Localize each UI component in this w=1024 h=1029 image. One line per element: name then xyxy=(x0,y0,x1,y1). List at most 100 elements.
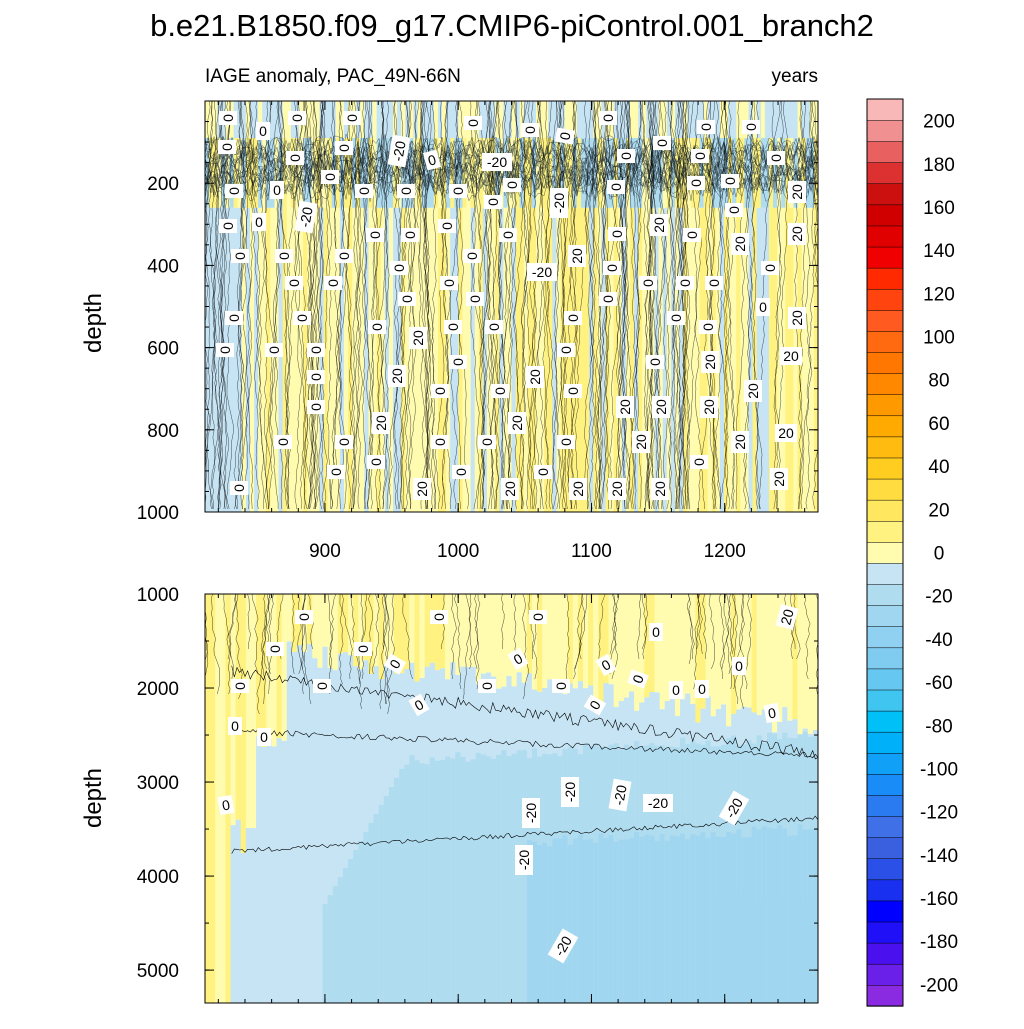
upper-contour-label-text: 0 xyxy=(698,123,714,131)
lower-contour-label-16: 0 xyxy=(669,681,683,699)
upper-cell-372 xyxy=(711,101,717,138)
lower-cell-244 xyxy=(628,838,635,1003)
lower-cell-28 xyxy=(286,641,293,1003)
colorbar-bin-22 xyxy=(866,520,904,543)
lower-contour-line-59 xyxy=(696,594,703,655)
colorbar-bin-0 xyxy=(866,984,904,1007)
upper-contour-label-109: 20 xyxy=(770,468,788,490)
upper-y-tick-label-1000: 1000 xyxy=(137,503,179,524)
upper-contour-label-36: 20 xyxy=(650,214,668,236)
lower-contour-label-bg xyxy=(522,798,540,828)
lower-cell-248 xyxy=(634,832,640,1003)
lower-contour-line-43 xyxy=(687,594,695,660)
upper-contour-label-11: 0 xyxy=(218,140,236,154)
upper-contour-label-text: 20 xyxy=(569,248,585,264)
upper-contour-label-text: 20 xyxy=(509,415,525,431)
lower-cell-201 xyxy=(577,594,584,682)
lower-cell-38 xyxy=(312,658,318,1003)
lower-contour-line-55 xyxy=(301,594,307,695)
upper-contour-line-240 xyxy=(677,101,688,510)
upper-contour-label-text: 0 xyxy=(289,114,305,122)
upper-contour-line-51 xyxy=(234,101,247,510)
upper-y-tick-label-600: 600 xyxy=(147,339,179,360)
lower-cell-213 xyxy=(593,594,599,704)
lower-contour-line-33 xyxy=(451,594,457,680)
upper-contour-label-8: 0 xyxy=(653,136,671,150)
upper-cell-361 xyxy=(695,137,701,208)
lower-cell-55 xyxy=(342,868,349,1003)
colorbar-bin-16 xyxy=(866,647,904,670)
upper-cell-421 xyxy=(777,137,782,208)
lower-cell-293 xyxy=(695,594,702,723)
upper-contour-line-40 xyxy=(358,101,368,510)
upper-cell-276 xyxy=(580,101,586,138)
upper-contour-label-text: 0 xyxy=(608,183,624,191)
lower-contour-label-text: 0 xyxy=(767,704,778,721)
upper-cell-248 xyxy=(540,207,545,512)
upper-contour-label-bg xyxy=(335,435,353,449)
colorbar-bin-38 xyxy=(866,183,904,206)
upper-contour-label-text: 0 xyxy=(722,177,738,185)
lower-cell-24 xyxy=(276,738,283,1003)
lower-contour-label-bg xyxy=(583,694,607,716)
upper-contour-label-bg xyxy=(413,478,431,500)
upper-cell-385 xyxy=(728,137,733,208)
upper-contour-label-text: 0 xyxy=(450,187,466,195)
upper-contour-label-96: 20 xyxy=(775,424,797,442)
lower-contour-label-bg xyxy=(718,790,750,826)
upper-cell-159 xyxy=(421,101,427,138)
upper-cell-443 xyxy=(805,207,811,512)
lower-cell-169 xyxy=(537,594,543,692)
upper-contour-line-122 xyxy=(800,101,815,510)
upper-cell-212 xyxy=(491,207,496,512)
lower-cell-134 xyxy=(480,594,487,674)
upper-contour-label-22: 0 xyxy=(321,170,339,184)
lower-cell-334 xyxy=(741,594,748,707)
upper-contour-label-bg xyxy=(557,435,575,449)
upper-cell-311 xyxy=(625,207,631,512)
upper-contour-label-21: 0 xyxy=(270,181,284,199)
upper-cell-359 xyxy=(691,207,696,512)
lower-cell-15 xyxy=(256,594,262,737)
lower-cell-216 xyxy=(593,842,599,1003)
colorbar-tick-label-160: 160 xyxy=(923,198,955,219)
upper-contour-label-35: 0 xyxy=(484,195,502,209)
upper-contour-label-text: 0 xyxy=(600,114,616,122)
upper-contour-line-106 xyxy=(797,101,807,510)
lower-contour-label-bg xyxy=(595,653,617,677)
upper-contour-line-214 xyxy=(749,101,759,510)
upper-contour-label-bg xyxy=(569,478,587,500)
upper-contour-line-41 xyxy=(239,101,254,510)
lower-contour-label-10: 0 xyxy=(732,657,746,675)
lower-contour-line-49 xyxy=(368,594,373,675)
upper-contour-line-227 xyxy=(536,101,544,510)
upper-contour-label-95: 20 xyxy=(508,412,526,434)
upper-cell-86 xyxy=(319,207,325,512)
upper-contour-label-text: 0 xyxy=(266,346,282,354)
upper-cell-115 xyxy=(360,137,365,208)
upper-contour-label-bg xyxy=(491,384,509,398)
upper-cell-17 xyxy=(225,207,231,512)
lower-cell-80 xyxy=(388,594,395,665)
upper-contour-label-text: 20 xyxy=(651,217,667,233)
upper-cell-24 xyxy=(237,101,243,138)
lower-contour-label-13: 0 xyxy=(478,679,496,693)
upper-contour-label-bg xyxy=(788,307,806,329)
upper-cell-399 xyxy=(748,101,754,138)
lower-cell-220 xyxy=(598,833,605,1003)
upper-contour-label-bg xyxy=(639,276,657,290)
lower-contour-line-53 xyxy=(357,594,367,685)
upper-cell-171 xyxy=(437,101,443,138)
upper-cell-432 xyxy=(793,101,799,138)
upper-contour-label-text: 0 xyxy=(465,119,481,127)
upper-contour-label-bg xyxy=(397,184,415,198)
upper-contour-line-210 xyxy=(646,101,655,510)
upper-contour-label-bg xyxy=(294,200,318,234)
upper-cell-258 xyxy=(556,101,562,138)
lower-contour-line-0 xyxy=(371,594,380,675)
lower-cell-358 xyxy=(761,901,768,1003)
upper-cell-389 xyxy=(732,207,737,512)
lower-cell-217 xyxy=(598,594,605,705)
upper-contour-label-bg xyxy=(230,481,248,495)
lower-cell-177 xyxy=(547,594,553,680)
